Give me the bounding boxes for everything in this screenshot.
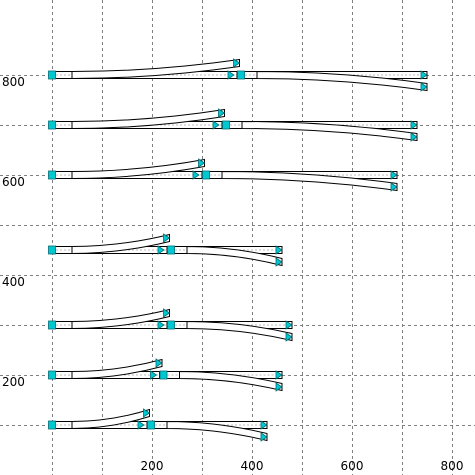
turnout-diverge-left [71,408,150,430]
track-joint-split [237,70,245,80]
x-tick-label: 800 [441,459,464,473]
track-end-diverge-right [410,132,418,142]
track-joint-split [147,420,155,430]
track-end-straight-left [157,320,165,330]
turnout-diverge-right [256,70,428,92]
track-end-diverge-left [143,408,151,418]
track-joint-start [48,420,56,430]
track-joint-split [159,370,168,380]
y-tick-label: 200 [2,375,25,389]
x-tick-label: 400 [241,459,264,473]
turnout-diverge-left [71,233,170,255]
track-end-straight-right [390,170,398,180]
track-end-straight-left [150,370,158,380]
x-tick-label: 600 [341,459,364,473]
track-end-straight-left [192,170,200,180]
track-joint-split [222,120,230,130]
track-end-straight-left [212,120,220,130]
track-joint-split [202,170,210,180]
turnout-diverge-right [186,245,283,267]
y-tick-label: 600 [2,175,25,189]
y-tick-label: 400 [2,275,25,289]
track-joint-start [48,70,56,80]
turnout-diverge-left [71,158,205,180]
track-end-diverge-right [260,432,268,442]
turnout-diverge-left [71,108,225,130]
x-tick-label: 200 [141,459,164,473]
track-end-diverge-left [198,158,206,168]
track-joint-start [48,320,56,330]
track-end-diverge-left [218,108,226,118]
turnout-diverge-right [241,120,418,142]
track-end-straight-left [137,420,145,430]
turnout-diverge-left [71,308,170,330]
turnout-diverge-right [166,420,268,442]
track-end-straight-right [275,245,283,255]
track-end-diverge-left [163,308,171,318]
track-joint-split [167,320,175,330]
track-joint-split [167,245,175,255]
track-joint-start [48,370,56,380]
track-end-diverge-right [275,257,283,267]
track-end-diverge-left [155,358,163,368]
track-end-diverge-left [163,233,171,243]
turnout-diverge-right [179,370,283,392]
track-end-straight-right [420,70,428,80]
turnout-diverge-right [186,320,293,342]
axis-labels: 200 400 600 800 200 400 600 800 [2,75,463,473]
track-end-straight-left [157,245,165,255]
track-end-diverge-right [275,382,283,392]
turnout-diverge-right [221,170,398,192]
track-end-straight-right [285,320,293,330]
track-joint-start [48,245,56,255]
track-end-diverge-left [233,58,241,68]
turnout-tracks [48,58,428,442]
track-end-diverge-right [390,182,398,192]
track-end-straight-right [275,370,283,380]
track-end-diverge-right [285,332,293,342]
track-end-diverge-right [420,82,428,92]
track-joint-start [48,170,56,180]
track-end-straight-right [410,120,418,130]
track-joint-start [48,120,56,130]
track-end-straight-left [227,70,235,80]
track-end-straight-right [260,420,268,430]
turnout-diverge-left [71,358,163,380]
turnout-diverge-left [71,58,240,80]
y-tick-label: 800 [2,75,25,89]
